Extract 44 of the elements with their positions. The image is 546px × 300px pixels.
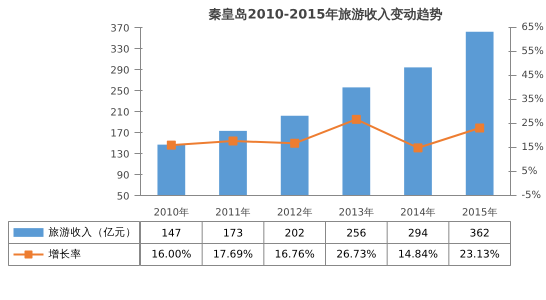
data-label: 14.84% <box>398 248 438 260</box>
legend-label: 增长率 <box>48 248 82 260</box>
data-label: 23.13% <box>460 248 500 260</box>
point <box>414 143 422 152</box>
x-tick-label: 2014年 <box>400 206 436 218</box>
data-label: 16.76% <box>274 248 315 260</box>
x-tick-label: 2013年 <box>338 206 374 218</box>
y-tick-label: 210 <box>110 108 130 118</box>
data-label: 202 <box>284 228 305 240</box>
data-label: 16.00% <box>151 248 192 260</box>
y2-tick-label: 55% <box>522 46 544 57</box>
data-label: 256 <box>346 228 367 240</box>
point <box>352 114 361 124</box>
y2-tick-label: 65% <box>522 22 544 33</box>
point <box>475 123 484 132</box>
data-label: 362 <box>470 228 490 240</box>
x-tick-label: 2010年 <box>154 206 190 218</box>
y2-tick-label: 35% <box>522 94 544 105</box>
y2-tick-label: 25% <box>522 118 544 129</box>
y2-tick-label: 5% <box>522 166 538 177</box>
y-tick-label: 330 <box>110 44 130 56</box>
y2-tick-label: 15% <box>522 142 544 153</box>
data-label: 147 <box>161 228 182 240</box>
x-tick-label: 2012年 <box>276 206 312 218</box>
y-tick-label: 90 <box>116 170 130 182</box>
y-tick-label: 130 <box>110 150 130 160</box>
y-tick-label: 250 <box>110 86 130 98</box>
legend-label: 旅游收入（亿元） <box>48 226 136 238</box>
y-tick-label: 50 <box>116 192 130 202</box>
point <box>166 140 176 150</box>
x-tick-label: 2011年 <box>215 206 251 218</box>
x-tick-label: 2015年 <box>462 206 498 218</box>
point <box>290 138 300 148</box>
y2-tick-label: -5% <box>522 190 541 201</box>
data-label: 17.69% <box>212 248 254 260</box>
y-tick-label: 370 <box>110 24 130 34</box>
y2-tick-label: 45% <box>522 70 544 81</box>
data-label: 173 <box>222 228 244 240</box>
point <box>228 136 238 146</box>
y-tick-label: 290 <box>110 66 130 76</box>
chart-title: 秦皇岛2010-2015年旅游收入变动趋势 <box>208 6 442 22</box>
data-label: 294 <box>408 228 428 240</box>
data-label: 26.73% <box>336 248 376 260</box>
y-tick-label: 170 <box>110 128 130 140</box>
